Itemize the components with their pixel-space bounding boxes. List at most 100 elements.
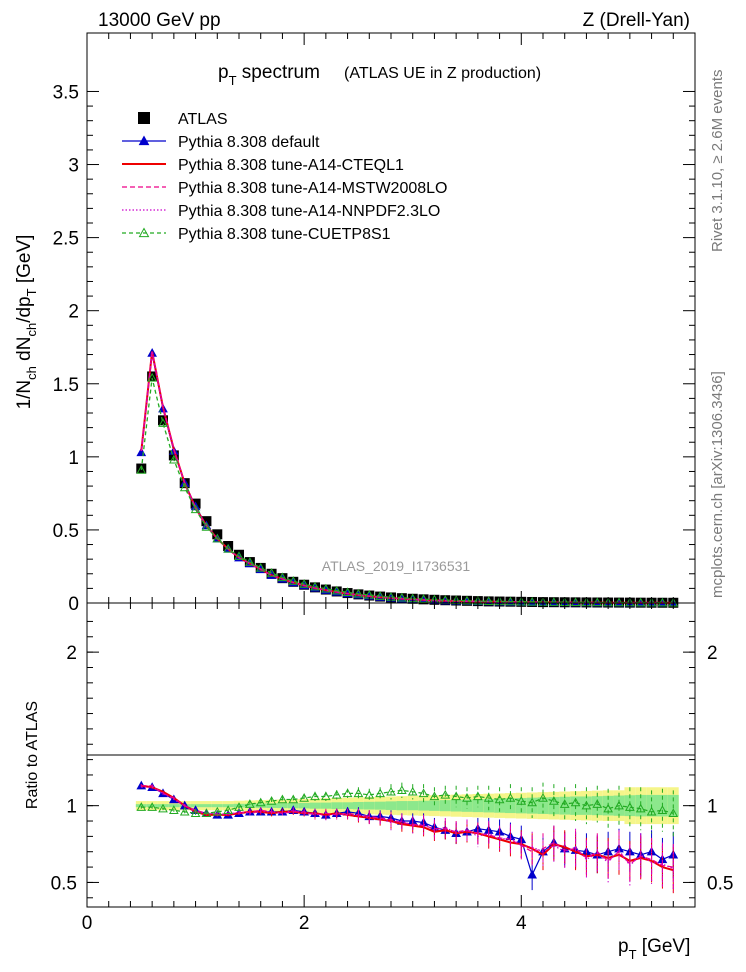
legend-label: Pythia 8.308 tune-A14-CTEQL1 <box>178 157 404 174</box>
ratio-point <box>581 800 592 810</box>
ratio-xtick-label: 4 <box>516 913 527 934</box>
data-point <box>462 595 472 605</box>
ratio-point <box>397 785 407 795</box>
series-line <box>140 351 674 604</box>
uncertainty-band-green <box>429 800 440 811</box>
ratio-point <box>646 806 657 816</box>
data-point <box>657 597 668 607</box>
ratio-point <box>299 792 309 802</box>
ratio-point <box>331 789 342 799</box>
data-point <box>505 596 516 606</box>
ratio-point <box>614 800 624 810</box>
legend-label: Pythia 8.308 tune-A14-NNPDF2.3LO <box>178 203 440 220</box>
uncertainty-band-green <box>309 802 321 809</box>
data-point <box>179 482 190 492</box>
ratio-point <box>549 796 559 805</box>
data-point <box>549 597 559 606</box>
main-ytick-label: 3.5 <box>53 82 79 103</box>
main-ytick-label: 2 <box>68 302 79 323</box>
ratio-point <box>266 796 277 805</box>
main-panel: ATLAS_2019_I1736531 pT spectrum (ATLAS U… <box>14 32 696 615</box>
ratio-point <box>538 792 548 802</box>
uncertainty-band-green <box>461 799 473 812</box>
ratio-point <box>483 792 494 802</box>
ratio-point <box>559 799 570 808</box>
ratio-point <box>353 788 364 798</box>
ratio-series-line <box>141 786 674 870</box>
data-point <box>266 568 277 577</box>
legend-marker <box>138 135 150 146</box>
ratio-ytick-label-right: 0.5 <box>707 873 733 894</box>
legend-entry: Pythia 8.308 tune-CUETP8S1 <box>122 226 391 243</box>
uncertainty-band-green <box>298 802 310 809</box>
data-point <box>136 464 147 474</box>
main-ytick-label: 3 <box>68 156 79 177</box>
ratio-point <box>364 789 375 799</box>
ratio-point <box>462 792 472 802</box>
data-point <box>190 504 201 514</box>
uncertainty-band-green <box>450 799 462 812</box>
data-point <box>201 521 212 531</box>
ratio-point <box>527 869 537 879</box>
ratio-point <box>136 802 147 811</box>
data-point <box>255 562 266 572</box>
data-point <box>321 583 331 593</box>
data-point <box>277 572 288 582</box>
ratio-ytick-label: 2 <box>66 643 77 664</box>
data-point <box>147 371 158 382</box>
data-point <box>147 372 157 382</box>
ratio-point <box>255 797 266 807</box>
data-point <box>299 578 309 588</box>
main-ytick-label: 2.5 <box>53 229 79 250</box>
main-ytick-label: 0 <box>68 594 79 615</box>
uncertainty-band-green <box>396 801 408 811</box>
ratio-point <box>527 797 537 807</box>
ratio-point <box>169 805 179 814</box>
uncertainty-band-green <box>472 799 484 813</box>
ratio-point <box>212 806 223 816</box>
ratio-ylabel: Ratio to ATLAS <box>24 701 41 809</box>
ratio-point <box>440 789 451 799</box>
main-y-axis: 0 0.5 1 1.5 2 2.5 3 3.5 <box>53 33 696 615</box>
data-point <box>288 576 299 585</box>
watermark: ATLAS_2019_I1736531 <box>322 558 471 574</box>
data-point <box>212 533 223 543</box>
ratio-point <box>407 786 418 796</box>
uncertainty-band-green <box>266 803 277 808</box>
uncertainty-band-green <box>559 796 571 815</box>
uncertainty-band-green <box>146 804 158 808</box>
legend-label: Pythia 8.308 tune-A14-MSTW2008LO <box>178 180 447 197</box>
ratio-point <box>451 791 461 801</box>
ratio-xlabel: pT [GeV] <box>618 936 690 962</box>
ratio-point <box>625 802 635 811</box>
data-point <box>527 596 537 606</box>
legend-entry: Pythia 8.308 default <box>122 134 320 151</box>
ratio-panel: 0.5 0.5 1 1 2 2 0 2 4 Ratio to ATLAS pT [GeV] <box>24 602 733 962</box>
title-sub: T <box>229 73 237 88</box>
ratio-point <box>179 806 190 816</box>
data-point <box>169 454 179 464</box>
data-point <box>331 585 342 595</box>
uncertainty-band-green <box>135 804 147 808</box>
ratio-series-pythia-8-308-tune-a14-nnpdf2-3lo <box>140 785 674 892</box>
legend: ATLAS Pythia 8.308 default Pythia 8.308 tu… <box>122 111 447 243</box>
uncertainty-band-green <box>407 801 419 811</box>
ratio-point <box>592 799 603 808</box>
process-label: Z (Drell-Yan) <box>583 10 690 31</box>
uncertainty-band-green <box>320 802 332 809</box>
data-point <box>397 592 407 602</box>
ratio-axes: 0.5 0.5 1 1 2 2 0 2 4 <box>51 603 733 934</box>
ratio-point <box>635 803 646 813</box>
legend-entry: Pythia 8.308 tune-A14-MSTW2008LO <box>122 180 447 197</box>
uncertainty-band-green <box>374 801 386 810</box>
legend-marker <box>138 227 150 238</box>
ratio-ytick-label-right: 2 <box>707 643 718 664</box>
ratio-point <box>310 791 320 801</box>
ratio-point <box>603 803 613 813</box>
data-point <box>418 594 429 603</box>
legend-entry: Pythia 8.308 tune-A14-CTEQL1 <box>122 157 404 174</box>
series-pythia-8-308-tune-a14-nnpdf2-3lo <box>140 351 674 604</box>
data-point <box>353 588 364 598</box>
ratio-point <box>223 805 233 814</box>
